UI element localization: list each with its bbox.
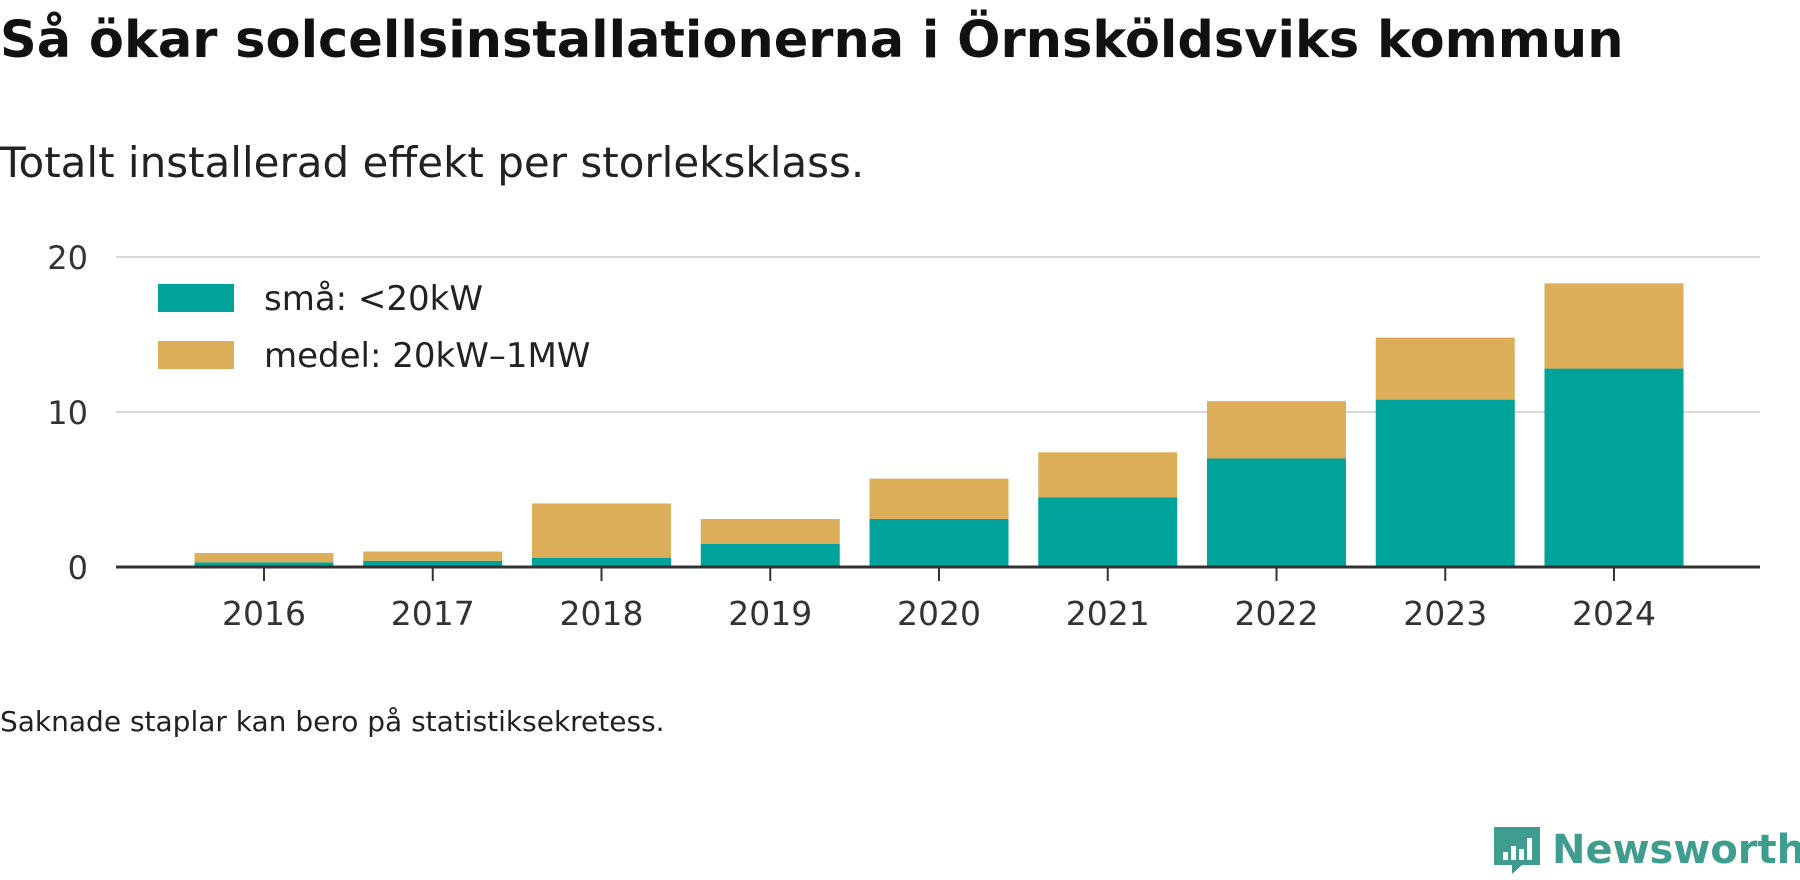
- legend: små: <20kW medel: 20kW–1MW: [158, 279, 590, 376]
- bars: [194, 283, 1684, 567]
- x-tick-label: 2024: [1572, 594, 1656, 633]
- bar-small-2016: [194, 562, 334, 567]
- bar-medium-2017: [363, 551, 503, 561]
- x-tick-label: 2018: [560, 594, 644, 633]
- bar-small-2022: [1207, 458, 1346, 567]
- x-tick-label: 2023: [1403, 594, 1487, 633]
- bar-small-2019: [700, 543, 840, 567]
- bar-medium-2021: [1038, 452, 1178, 498]
- y-tick-label: 10: [47, 394, 88, 432]
- bar-small-2020: [869, 518, 1009, 567]
- legend-label: små: <20kW: [264, 279, 483, 319]
- x-tick-label: 2019: [728, 594, 812, 633]
- bar-medium-2024: [1544, 283, 1684, 369]
- y-tick-label: 20: [47, 239, 88, 277]
- chart-subtitle: Totalt installerad effekt per storlekskl…: [0, 138, 865, 187]
- x-tick-label: 2021: [1066, 594, 1150, 633]
- legend-swatch: [158, 284, 234, 312]
- tick-labels: 0 10 20 2016 2017 2018 2019 2020 2021 2022 2023 202…: [47, 239, 1656, 633]
- bar-small-2018: [532, 557, 671, 567]
- x-tick-label: 2017: [391, 594, 475, 633]
- x-tick-label: 2022: [1235, 594, 1319, 633]
- bar-small-2017: [363, 560, 503, 567]
- bar-small-2024: [1544, 368, 1684, 567]
- y-tick-label: 0: [68, 549, 88, 587]
- bar-medium-2018: [532, 503, 671, 558]
- legend-swatch: [158, 341, 234, 369]
- bar-medium-2020: [869, 478, 1009, 519]
- footnote: Saknade staplar kan bero på statistiksek…: [0, 705, 665, 738]
- bar-medium-2016: [194, 553, 334, 563]
- chart-title: Så ökar solcellsinstallationerna i Örnsk…: [0, 11, 1624, 70]
- x-axis: [116, 565, 1760, 581]
- bar-small-2021: [1038, 497, 1178, 567]
- newsworthy-logo: Newsworthy: [1492, 820, 1800, 880]
- bar-small-2023: [1375, 399, 1515, 567]
- bar-medium-2023: [1375, 337, 1515, 400]
- bar-medium-2022: [1207, 401, 1346, 459]
- stacked-bar-chart: 0 10 20 2016 2017 2018 2019 2020 2021 2022 2023 202…: [47, 239, 1760, 633]
- bar-medium-2019: [700, 518, 840, 544]
- x-tick-label: 2016: [222, 594, 306, 633]
- legend-label: medel: 20kW–1MW: [264, 336, 590, 376]
- newsworthy-logo-text: Newsworthy: [1552, 827, 1800, 873]
- x-tick-label: 2020: [897, 594, 981, 633]
- newsworthy-logo-icon: [1494, 827, 1540, 874]
